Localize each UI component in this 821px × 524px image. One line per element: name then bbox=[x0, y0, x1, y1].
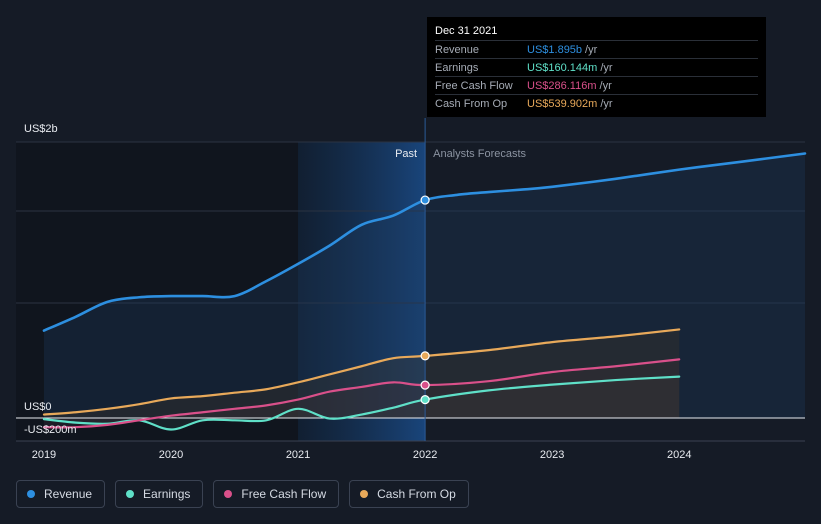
series-area bbox=[43, 329, 680, 418]
tooltip-label: Revenue bbox=[435, 43, 480, 56]
tooltip-label: Free Cash Flow bbox=[435, 79, 513, 92]
x-tick-label: 2022 bbox=[413, 449, 437, 461]
marker-earnings bbox=[420, 395, 430, 405]
tooltip-unit: /yr bbox=[599, 79, 612, 92]
tooltip-row-free-cash-flow: Free Cash Flow US$286.116m /yr bbox=[435, 76, 758, 94]
marker-free-cash-flow bbox=[420, 380, 430, 390]
x-tick-label: 2024 bbox=[667, 449, 691, 461]
tooltip: Dec 31 2021 Revenue US$1.895b /yr Earnin… bbox=[427, 17, 766, 117]
legend-label: Revenue bbox=[44, 487, 93, 501]
legend: Revenue Earnings Free Cash Flow Cash Fro… bbox=[16, 480, 469, 510]
legend-label: Free Cash Flow bbox=[241, 487, 327, 501]
series-area bbox=[43, 359, 680, 428]
x-tick-label: 2019 bbox=[32, 449, 56, 461]
series-line-free-cash-flow bbox=[42, 358, 681, 429]
x-tick-label: 2023 bbox=[540, 449, 564, 461]
legend-dot-icon bbox=[27, 490, 35, 498]
tooltip-row-earnings: Earnings US$160.144m /yr bbox=[435, 58, 758, 76]
tooltip-label: Earnings bbox=[435, 61, 479, 74]
chart-area: Past Analysts Forecasts US$2b US$0 -US$200m 2… bbox=[16, 118, 807, 461]
x-tick-label: 2020 bbox=[159, 449, 183, 461]
y-tick-label: US$2b bbox=[24, 123, 58, 135]
marker-cash-from-op bbox=[420, 351, 430, 361]
series-line-cash-from-op bbox=[42, 328, 681, 416]
legend-item-revenue[interactable]: Revenue bbox=[16, 480, 106, 508]
tooltip-value: US$160.144m bbox=[527, 61, 598, 74]
y-tick-label: -US$200m bbox=[24, 424, 77, 436]
legend-label: Earnings bbox=[143, 487, 191, 501]
series-area bbox=[43, 153, 806, 418]
tooltip-unit: /yr bbox=[600, 97, 613, 110]
y-tick-label: US$0 bbox=[24, 401, 52, 413]
legend-item-earnings[interactable]: Earnings bbox=[115, 480, 204, 508]
series-line-earnings bbox=[42, 375, 681, 431]
tooltip-label: Cash From Op bbox=[435, 97, 508, 110]
legend-dot-icon bbox=[126, 490, 135, 498]
legend-item-cash-from-op[interactable]: Cash From Op bbox=[349, 480, 469, 508]
forecast-label: Analysts Forecasts bbox=[433, 148, 526, 160]
tooltip-unit: /yr bbox=[585, 43, 598, 56]
tooltip-value: US$286.116m bbox=[527, 79, 597, 92]
x-tick-label: 2021 bbox=[286, 449, 310, 461]
tooltip-value: US$1.895b bbox=[527, 43, 583, 56]
legend-dot-icon bbox=[224, 490, 233, 498]
legend-item-free-cash-flow[interactable]: Free Cash Flow bbox=[213, 480, 340, 508]
tooltip-row-cash-from-op: Cash From Op US$539.902m /yr bbox=[435, 94, 758, 112]
marker-revenue bbox=[420, 195, 430, 205]
tooltip-row-revenue: Revenue US$1.895b /yr bbox=[435, 40, 758, 58]
legend-dot-icon bbox=[360, 490, 369, 498]
highlight-band bbox=[298, 142, 426, 441]
past-label: Past bbox=[395, 148, 417, 160]
tooltip-date: Dec 31 2021 bbox=[435, 25, 498, 37]
tooltip-unit: /yr bbox=[600, 61, 613, 74]
series-line-revenue bbox=[42, 152, 807, 332]
legend-label: Cash From Op bbox=[377, 487, 456, 501]
tooltip-value: US$539.902m bbox=[527, 97, 598, 110]
series-area bbox=[43, 376, 680, 430]
